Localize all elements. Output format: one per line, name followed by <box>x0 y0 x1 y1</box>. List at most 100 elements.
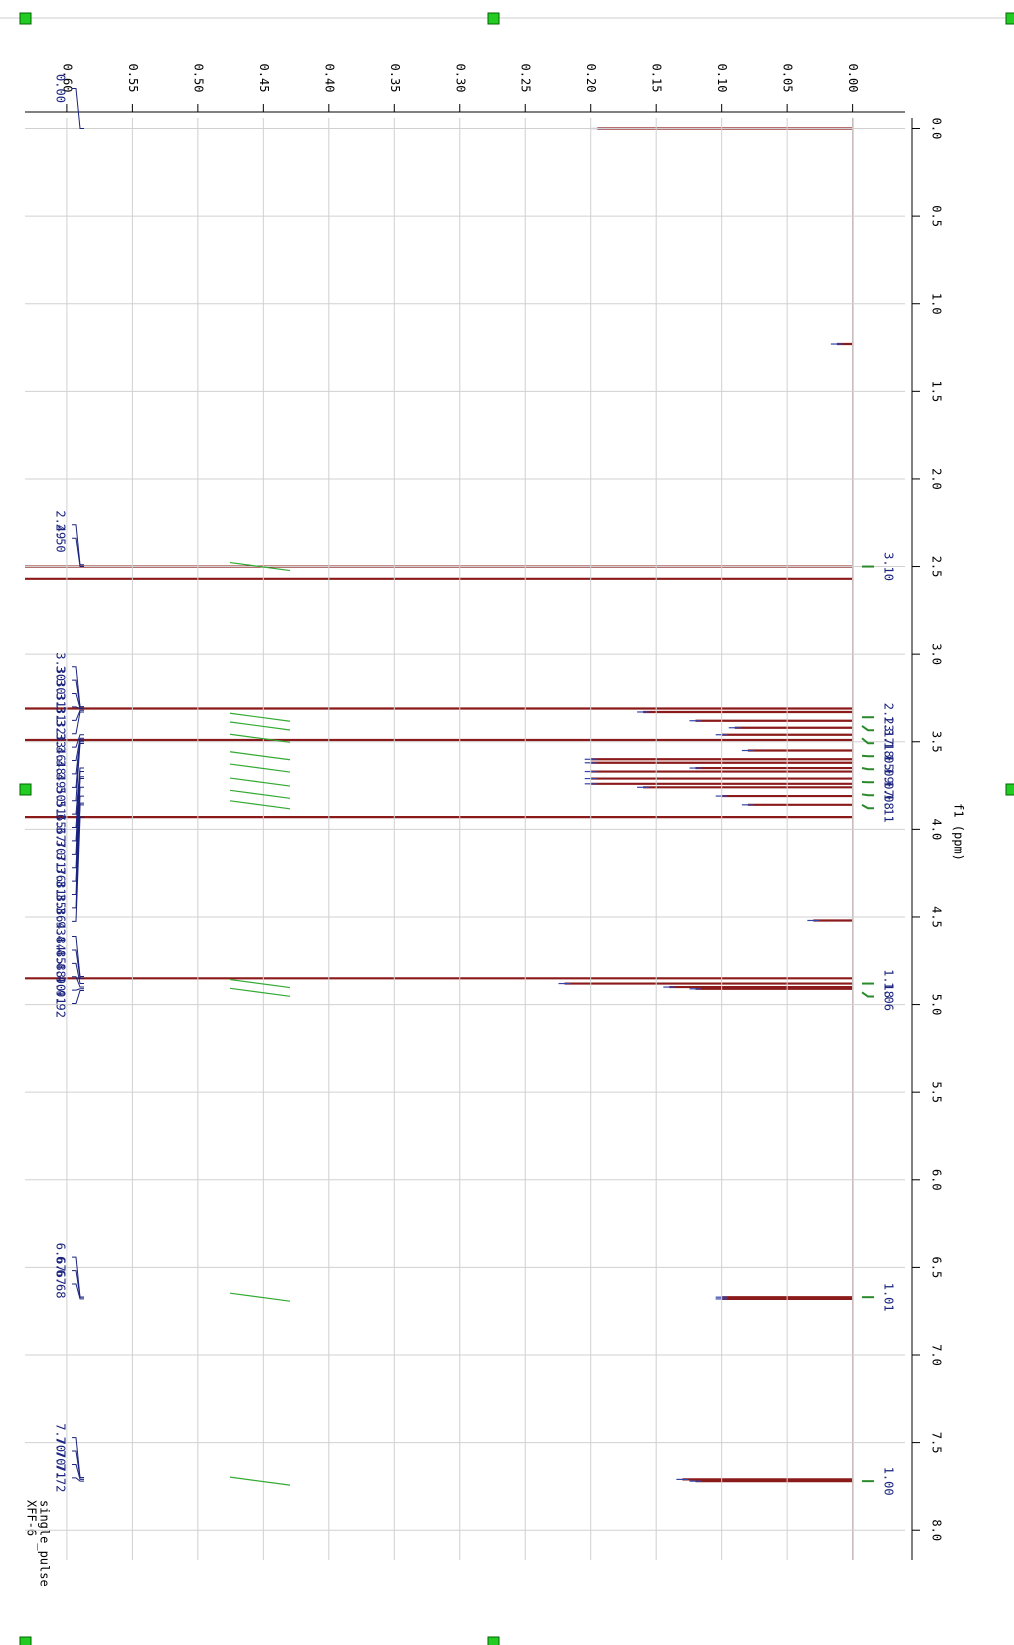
integral-curve <box>229 763 291 773</box>
x-tick-label: 2.5 <box>930 556 944 578</box>
integral-label: 3.18 <box>882 729 896 758</box>
x-tick-label: 8.0 <box>930 1519 944 1541</box>
x-tick-label: 7.5 <box>930 1432 944 1454</box>
y-tick-label: 0.40 <box>322 64 336 93</box>
y-tick-label: 0.45 <box>257 64 271 93</box>
peak-label: 3.67 <box>54 813 68 842</box>
peak-label: 3.81 <box>54 867 68 896</box>
y-tick-label: 0.30 <box>453 64 467 93</box>
peak-leader <box>72 936 84 978</box>
sample-name: XFF-6 <box>25 1500 39 1536</box>
peak-leader <box>72 1283 84 1300</box>
peak-label: 3.65 <box>54 800 68 829</box>
y-tick-label: 0.55 <box>126 64 140 93</box>
peak-leader <box>72 711 84 735</box>
peak-leader <box>72 988 84 991</box>
peak-label: 7.70 <box>54 1423 68 1452</box>
peak-leader <box>72 976 84 988</box>
integral-label: 1.08 <box>882 781 896 810</box>
peak-label: 2.50 <box>54 524 68 553</box>
peak-label: 3.76 <box>54 853 68 882</box>
y-tick-label: 0.05 <box>781 64 795 93</box>
integral-curve <box>229 733 291 743</box>
x-tick-label: 6.5 <box>930 1257 944 1279</box>
peak-label: 4.88 <box>54 949 68 978</box>
handle <box>19 783 32 796</box>
handle <box>487 12 500 25</box>
integral-label: 1.00 <box>882 1467 896 1496</box>
integral-label: 1.09 <box>882 755 896 784</box>
peak-label: 3.93 <box>54 907 68 936</box>
y-tick-label: 0.00 <box>846 64 860 93</box>
integral-marker <box>861 991 874 998</box>
peak-label: 4.84 <box>54 922 68 951</box>
integral-label: 1.18 <box>882 969 896 998</box>
peak-label: 3.31 <box>54 679 68 708</box>
peak-leader <box>72 88 84 130</box>
x-tick-label: 1.5 <box>930 380 944 402</box>
peak-label: 3.70 <box>54 826 68 855</box>
handle <box>1005 783 1014 796</box>
peak-label: 4.85 <box>54 935 68 964</box>
peak-label: 3.33 <box>54 719 68 748</box>
peak-leader <box>72 771 84 829</box>
y-tick-label: 0.35 <box>388 64 402 93</box>
handle <box>19 1636 32 1645</box>
integral-label: 1.01 <box>882 1283 896 1312</box>
x-tick-label: 0.0 <box>930 118 944 140</box>
peak-label: 6.67 <box>54 1243 68 1272</box>
integral-marker <box>861 737 874 745</box>
integral-curve <box>229 751 291 761</box>
peak-label: 3.71 <box>54 840 68 869</box>
peak-leader <box>72 709 84 721</box>
peak-leader <box>72 786 84 869</box>
peak-leader <box>72 741 84 788</box>
peak-leader <box>72 737 84 762</box>
x-tick-label: 1.0 <box>930 293 944 315</box>
x-tick-label: 6.0 <box>930 1169 944 1191</box>
peak-label: 3.50 <box>54 773 68 802</box>
y-tick-label: 0.15 <box>650 64 664 93</box>
peak-label: 6.67 <box>54 1256 68 1285</box>
peak-label: 7.70 <box>54 1437 68 1466</box>
peak-leader <box>72 962 84 985</box>
peak-label: 6.68 <box>54 1270 68 1299</box>
integral-marker <box>861 725 874 732</box>
handle <box>19 12 32 25</box>
peak-leader <box>72 1463 84 1480</box>
integral-marker <box>861 793 874 797</box>
peak-label: 3.49 <box>54 759 68 788</box>
x-tick-label: 3.5 <box>930 731 944 753</box>
peak-label: 3.51 <box>54 786 68 815</box>
integral-label: 1.07 <box>882 768 896 797</box>
peak-leader <box>72 734 84 748</box>
peak-leader <box>72 1477 84 1482</box>
peak-leader <box>72 1270 84 1298</box>
integral-label: 1.06 <box>882 982 896 1011</box>
x-tick-label: 0.5 <box>930 205 944 227</box>
integral-curve <box>229 1476 291 1486</box>
integral-curve <box>229 712 291 722</box>
peak-label: 3.86 <box>54 893 68 922</box>
peak-label: 3.30 <box>54 666 68 695</box>
peak-leader <box>72 743 84 802</box>
peak-label: 3.32 <box>54 706 68 735</box>
peak-label: 7.72 <box>54 1463 68 1492</box>
peak-leader <box>72 679 84 708</box>
integral-label: 1.17 <box>882 716 896 745</box>
integral-curve <box>229 561 291 572</box>
y-tick-label: 0.50 <box>191 64 205 93</box>
peak-leader <box>72 990 84 1005</box>
peak-label: 7.71 <box>54 1450 68 1479</box>
integral-label: 2.23 <box>882 703 896 732</box>
integral-curve <box>229 987 291 997</box>
integral-curve <box>229 777 291 787</box>
peak-label: 2.49 <box>54 510 68 539</box>
x-axis-label: f1 (ppm) <box>952 803 966 861</box>
peak-leader <box>72 778 84 855</box>
integral-marker <box>861 767 874 771</box>
peak-leader <box>72 524 84 566</box>
handle <box>487 1636 500 1645</box>
x-tick-label: 4.5 <box>930 906 944 928</box>
